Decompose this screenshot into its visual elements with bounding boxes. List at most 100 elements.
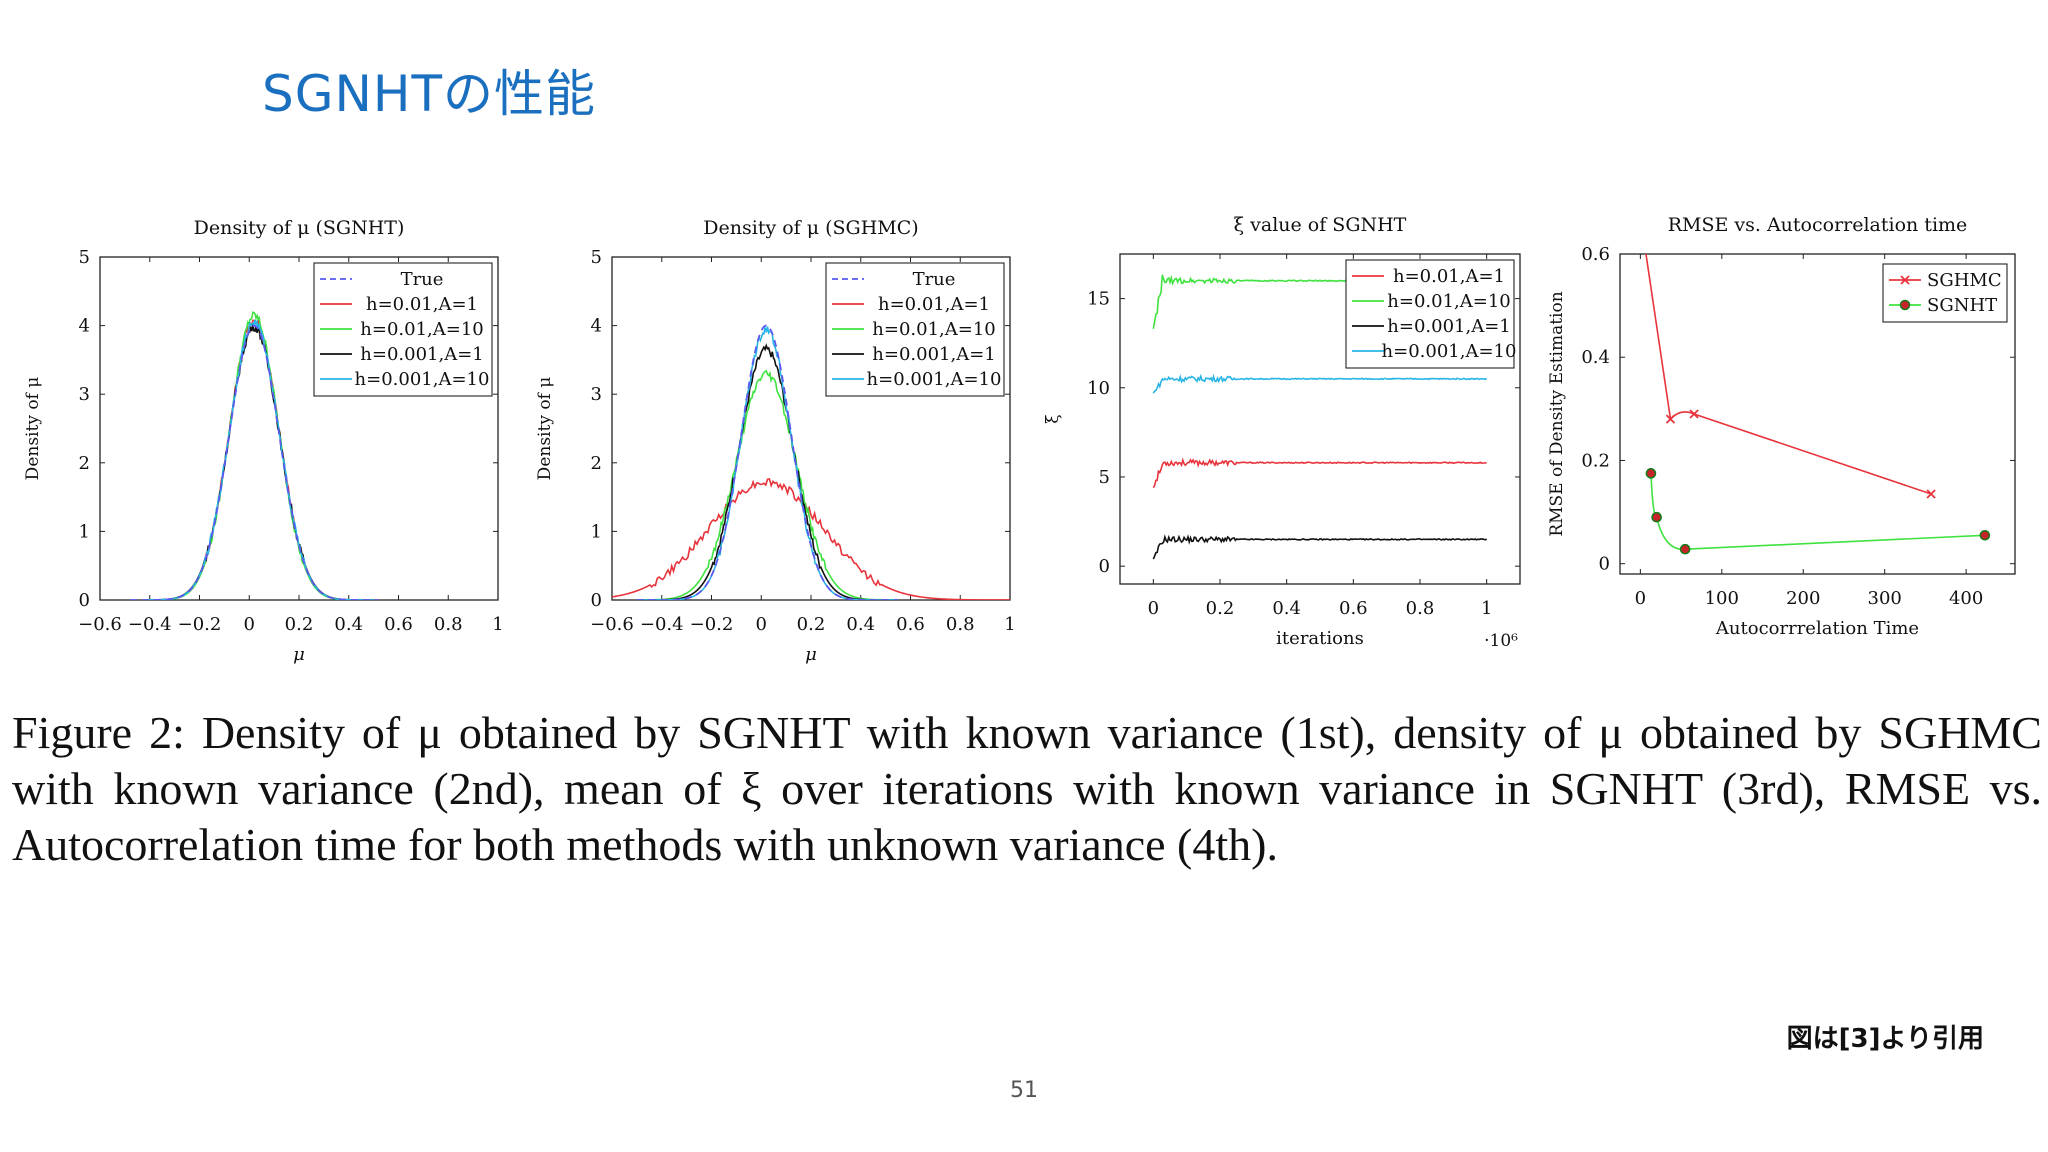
y-tick-label: 5 bbox=[79, 247, 90, 268]
plot-area bbox=[612, 324, 1010, 600]
x-tick-label: 0.6 bbox=[896, 614, 925, 635]
y-tick-label: 5 bbox=[591, 247, 602, 268]
y-axis-label: ξ bbox=[1043, 414, 1063, 423]
chart-svg-3: RMSE vs. Autocorrelation time 0 100 200 300 4… bbox=[1547, 214, 2016, 639]
y-tick-label: 3 bbox=[79, 384, 90, 405]
y-tick-label: 4 bbox=[591, 316, 602, 337]
series-line bbox=[1650, 473, 1985, 551]
legend-label: h=0.01,A=10 bbox=[360, 319, 483, 340]
x-tick-label: 200 bbox=[1786, 588, 1820, 609]
legend-label: h=0.01,A=1 bbox=[1393, 266, 1505, 287]
x-tick-label: −0.2 bbox=[178, 614, 222, 635]
data-point bbox=[1679, 543, 1691, 555]
legend-label: h=0.001,A=1 bbox=[1387, 316, 1510, 337]
legend-label: h=0.01,A=1 bbox=[878, 294, 990, 315]
series-line bbox=[636, 369, 899, 600]
legend-label: h=0.001,A=1 bbox=[360, 344, 483, 365]
x-tick-label: 0.6 bbox=[1339, 598, 1368, 619]
legend-label: SGHMC bbox=[1927, 270, 2002, 291]
y-tick-label: 2 bbox=[591, 453, 602, 474]
legend-label: h=0.001,A=10 bbox=[355, 369, 490, 390]
data-point bbox=[1979, 529, 1991, 541]
y-tick-label: 0 bbox=[591, 590, 602, 611]
x-tick-label: 0.2 bbox=[285, 614, 314, 635]
series-line bbox=[1152, 457, 1487, 489]
series-line bbox=[129, 324, 379, 600]
x-tick-label: −0.4 bbox=[128, 614, 172, 635]
legend: True h=0.01,A=1 h=0.01,A=10 h=0.001,A=1 h=0.… bbox=[825, 262, 1005, 397]
chart-xi-sgnht: ξ value of SGNHT 0 0.2 0.4 0.6 0.8 1 0 5 10 15 iter… bbox=[1024, 200, 1524, 670]
data-point bbox=[1665, 414, 1676, 424]
series-line bbox=[1152, 534, 1488, 560]
y-tick-label: 0 bbox=[1099, 556, 1110, 577]
series-line bbox=[612, 478, 1010, 600]
y-axis-label: Density of μ bbox=[535, 377, 555, 481]
y-tick-label: 15 bbox=[1087, 289, 1110, 310]
y-tick-label: 1 bbox=[591, 521, 602, 542]
chart-density-sgnht: Density of μ (SGNHT) −0.6 −0.4 −0.2 0 0.2 0.4 0… bbox=[0, 200, 504, 670]
x-tick-label: 400 bbox=[1949, 588, 1983, 609]
x-tick-label: −0.4 bbox=[640, 614, 684, 635]
legend: h=0.01,A=1 h=0.01,A=10 h=0.001,A=1 h=0.001,… bbox=[1345, 259, 1517, 369]
x-tick-label: 0.8 bbox=[434, 614, 463, 635]
plot-frame bbox=[1619, 253, 2016, 575]
legend-marker bbox=[1899, 299, 1911, 311]
x-tick-label: −0.6 bbox=[78, 614, 122, 635]
y-tick-label: 0 bbox=[1599, 554, 1610, 575]
y-tick-label: 0.6 bbox=[1581, 244, 1610, 265]
chart-rmse-autocorrelation: RMSE vs. Autocorrelation time 0 100 200 300 4… bbox=[1536, 200, 2036, 670]
y-axis-label: RMSE of Density Estimation bbox=[1547, 291, 1567, 536]
y-tick-label: 10 bbox=[1087, 378, 1110, 399]
x-tick-label: 0.4 bbox=[334, 614, 363, 635]
y-tick-label: 0.4 bbox=[1581, 347, 1610, 368]
x-tick-label: −0.2 bbox=[690, 614, 734, 635]
legend-box bbox=[1345, 259, 1515, 369]
figure-caption: Figure 2: Density of μ obtained by SGNHT… bbox=[12, 707, 2042, 870]
x-axis-multiplier: ·10⁶ bbox=[1484, 631, 1518, 651]
y-tick-label: 0.2 bbox=[1581, 450, 1610, 471]
x-tick-label: 0.4 bbox=[1272, 598, 1301, 619]
source-note: 図は[3]より引用 bbox=[1786, 1024, 1984, 1054]
chart-title: RMSE vs. Autocorrelation time bbox=[1668, 214, 1968, 236]
chart-svg-1: Density of μ (SGHMC) −0.6 −0.4 −0.2 0 0.2 0.4 0… bbox=[535, 217, 1016, 665]
legend-box bbox=[1882, 263, 2008, 323]
chart-density-sghmc: Density of μ (SGHMC) −0.6 −0.4 −0.2 0 0.2 0.4 0… bbox=[512, 200, 1016, 670]
legend-label: h=0.001,A=10 bbox=[1382, 341, 1517, 362]
legend-label: h=0.01,A=1 bbox=[366, 294, 478, 315]
legend-label: h=0.001,A=1 bbox=[872, 344, 995, 365]
y-tick-label: 4 bbox=[79, 316, 90, 337]
x-tick-label: 0.8 bbox=[1406, 598, 1435, 619]
x-tick-label: −0.6 bbox=[590, 614, 634, 635]
legend-label: h=0.01,A=10 bbox=[1387, 291, 1510, 312]
legend-label: True bbox=[401, 269, 444, 290]
series-line bbox=[1152, 373, 1488, 394]
x-tick-label: 1 bbox=[492, 614, 503, 635]
x-tick-label: 1 bbox=[1004, 614, 1015, 635]
plot-area bbox=[129, 311, 379, 600]
y-tick-label: 5 bbox=[1099, 467, 1110, 488]
data-point bbox=[1651, 511, 1662, 523]
y-tick-label: 0 bbox=[79, 590, 90, 611]
chart-svg-0: Density of μ (SGNHT) −0.6 −0.4 −0.2 0 0.2 0.4 0… bbox=[23, 217, 504, 665]
legend-marker bbox=[1900, 275, 1910, 285]
x-tick-label: 0.2 bbox=[797, 614, 826, 635]
x-tick-label: 0 bbox=[1635, 588, 1646, 609]
data-point bbox=[1926, 489, 1936, 499]
y-tick-label: 2 bbox=[79, 453, 90, 474]
x-tick-label: 0 bbox=[244, 614, 255, 635]
plot-frame bbox=[1119, 253, 1521, 585]
x-tick-label: 0.2 bbox=[1206, 598, 1235, 619]
x-tick-label: 0 bbox=[1148, 598, 1159, 619]
legend: SGHMC SGNHT bbox=[1882, 263, 2008, 323]
y-axis-label: Density of μ bbox=[23, 377, 43, 481]
x-axis-label: μ bbox=[293, 644, 305, 665]
series-line bbox=[636, 326, 899, 600]
x-tick-label: 100 bbox=[1705, 588, 1739, 609]
legend-label: h=0.001,A=10 bbox=[867, 369, 1002, 390]
x-tick-label: 0 bbox=[756, 614, 767, 635]
x-axis-label: Autocorrrelation Time bbox=[1715, 618, 1919, 639]
y-tick-label: 1 bbox=[79, 521, 90, 542]
legend-label: h=0.01,A=10 bbox=[872, 319, 995, 340]
chart-title: Density of μ (SGHMC) bbox=[703, 217, 918, 239]
